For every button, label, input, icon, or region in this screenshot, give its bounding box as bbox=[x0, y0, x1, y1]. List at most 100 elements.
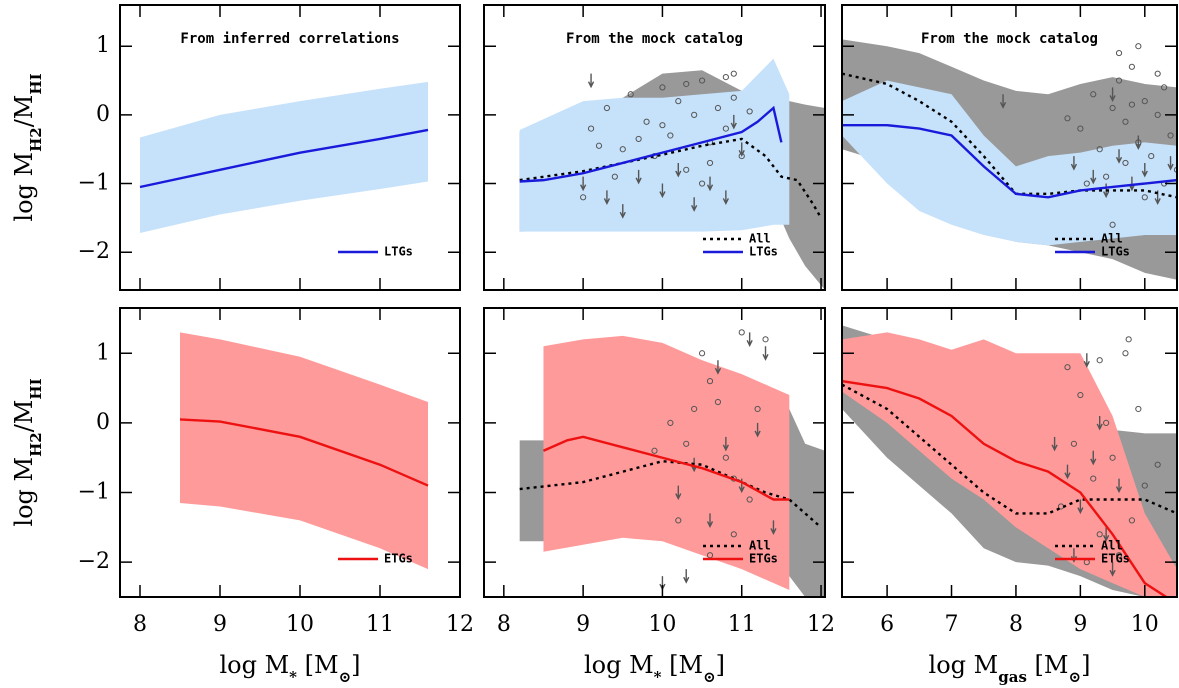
range-band bbox=[140, 81, 428, 233]
panel-title: From inferred correlations bbox=[180, 31, 399, 47]
data-point bbox=[1083, 180, 1090, 187]
data-point bbox=[1122, 159, 1129, 167]
axis-label-part: ] bbox=[716, 651, 725, 679]
panel-title: From the mock catalog bbox=[566, 31, 743, 47]
axis-label-part: gas bbox=[998, 668, 1027, 686]
data-point bbox=[722, 125, 729, 132]
panel-frame bbox=[119, 307, 461, 598]
data-point bbox=[643, 118, 650, 125]
upper-limit bbox=[635, 169, 642, 185]
y-tick-label: −1 bbox=[78, 171, 110, 196]
axis-label-part: log M bbox=[10, 152, 38, 222]
x-tick-label: 6 bbox=[880, 612, 894, 637]
data-point bbox=[738, 329, 745, 336]
data-point bbox=[580, 194, 587, 201]
panel-frame bbox=[483, 4, 826, 291]
upper-limit bbox=[1051, 436, 1058, 452]
plot-area bbox=[519, 329, 825, 597]
data-point bbox=[1109, 104, 1116, 112]
legend-label: ETGs bbox=[749, 552, 778, 566]
plot-area bbox=[139, 81, 429, 233]
panel-frame bbox=[483, 307, 826, 598]
series-line bbox=[842, 379, 1169, 597]
y-tick-label: 0 bbox=[96, 410, 110, 435]
data-point bbox=[730, 531, 737, 538]
series-line bbox=[542, 435, 790, 501]
x-tick-label: 10 bbox=[286, 612, 314, 637]
panel-frame bbox=[119, 4, 461, 291]
upper-limit bbox=[683, 569, 690, 584]
data-point bbox=[587, 125, 595, 132]
data-point bbox=[1103, 173, 1110, 180]
data-point bbox=[1077, 125, 1084, 132]
data-point bbox=[722, 454, 729, 461]
data-point bbox=[1109, 454, 1116, 461]
upper-limit bbox=[1083, 353, 1090, 368]
upper-limit bbox=[1070, 156, 1078, 171]
data-point bbox=[1141, 482, 1148, 489]
data-point bbox=[1064, 115, 1071, 122]
upper-limit bbox=[754, 422, 761, 438]
x-tick-label: 11 bbox=[728, 612, 756, 637]
axis-label-part: /M bbox=[10, 400, 38, 433]
range-band bbox=[180, 332, 428, 570]
upper-limit bbox=[675, 485, 682, 501]
upper-limit bbox=[603, 190, 611, 205]
upper-limit bbox=[1135, 135, 1142, 151]
data-point bbox=[698, 180, 706, 187]
upper-limit bbox=[580, 176, 587, 192]
plot-area bbox=[842, 39, 1177, 280]
axis-label-part: H2 bbox=[27, 432, 45, 457]
plot-area bbox=[842, 325, 1177, 597]
data-point bbox=[1109, 221, 1116, 228]
data-point bbox=[762, 336, 769, 343]
data-point bbox=[1128, 63, 1136, 70]
data-point bbox=[675, 98, 682, 105]
legend-label: LTGs bbox=[749, 245, 778, 259]
range-band bbox=[519, 58, 790, 232]
upper-limit bbox=[587, 73, 595, 89]
data-point bbox=[1096, 531, 1103, 538]
data-point bbox=[619, 146, 626, 153]
x-tick-label: 9 bbox=[576, 612, 590, 637]
data-point bbox=[714, 104, 722, 112]
axis-label-part: ⊙ bbox=[703, 668, 716, 686]
data-point bbox=[714, 398, 722, 406]
data-point bbox=[627, 91, 634, 98]
data-point bbox=[706, 378, 714, 385]
upper-limit bbox=[1141, 162, 1148, 178]
x-tick-label: 7 bbox=[945, 612, 959, 637]
data-point bbox=[1128, 101, 1136, 108]
upper-limit bbox=[1103, 527, 1110, 542]
axis-label-part: * bbox=[289, 668, 297, 686]
data-point bbox=[1154, 461, 1161, 468]
data-point bbox=[611, 173, 618, 180]
series-line bbox=[179, 418, 429, 487]
axis-label-part: HI bbox=[27, 73, 45, 94]
legend-label: All bbox=[749, 539, 771, 553]
plot-area bbox=[179, 332, 429, 570]
data-point bbox=[746, 108, 753, 115]
axis-label-part: log M bbox=[219, 651, 289, 679]
upper-limit bbox=[738, 478, 745, 494]
upper-limit bbox=[1109, 87, 1116, 102]
data-point bbox=[1090, 475, 1097, 482]
x-tick-label: 11 bbox=[366, 612, 394, 637]
axis-label-part: [M bbox=[1027, 651, 1069, 679]
data-point bbox=[722, 74, 729, 81]
axis-label-part: ] bbox=[1081, 651, 1090, 679]
data-point bbox=[1141, 194, 1148, 201]
data-point bbox=[1077, 391, 1084, 399]
series-line bbox=[519, 459, 822, 529]
data-point bbox=[698, 77, 706, 84]
upper-limit bbox=[1064, 464, 1071, 480]
panel: −2 −1 0 1 From inferred correlations LTGs log … bbox=[10, 4, 461, 291]
data-point bbox=[1115, 77, 1123, 84]
series-line bbox=[842, 383, 1177, 515]
upper-limit bbox=[1090, 450, 1097, 466]
data-point bbox=[683, 166, 690, 173]
